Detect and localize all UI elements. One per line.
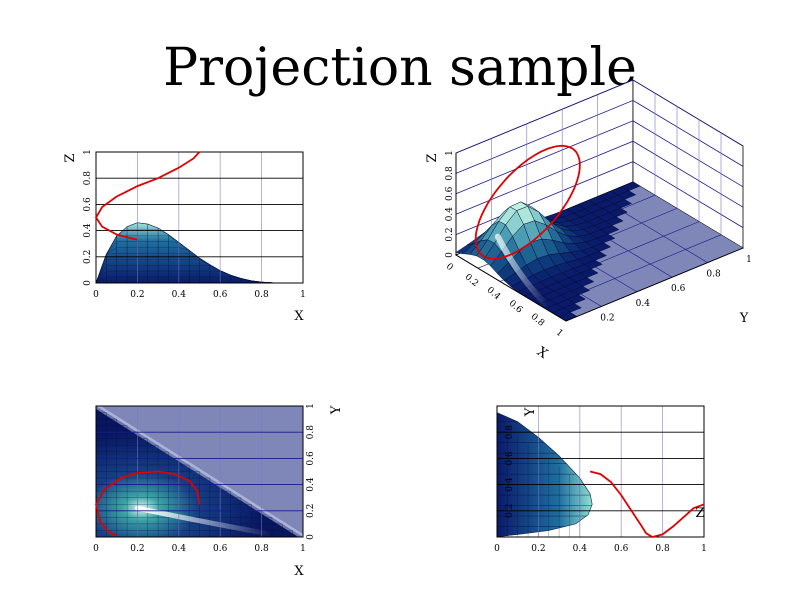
x-tick-label: 0.4 [573,544,588,554]
z-tick-label: 0 [445,252,455,258]
y-tick-label: 0.8 [83,171,93,186]
x-tick-label: 0.4 [485,285,503,302]
page-title: Projection sample [163,38,637,98]
y-axis-label: Y [739,311,749,326]
x-tick-label: 0.4 [172,290,187,300]
y-tick-label: 0.6 [671,284,686,294]
x-tick-label: 0.2 [130,544,144,554]
x-tick-label: 0.6 [614,544,629,554]
plot-frame [496,405,705,538]
z-tick-label: 0.2 [445,227,455,241]
y-tick-label: 1 [746,255,752,265]
z-axis-label: Z [425,153,440,162]
surface-clip-group [497,412,593,537]
xz-projection-panel: 0 0.2 0.4 0.6 0.8 1 0 0.2 0.4 0.6 0.8 1 X Z [63,149,306,324]
surface-projection [497,412,593,537]
z-tick-label: 0.6 [445,186,455,201]
x-tick-label: 1 [300,290,306,300]
y-tick-label: 0.2 [505,504,515,518]
x-tick-label: 0.6 [213,290,228,300]
y-tick-label: 0.8 [306,425,316,440]
wall-z-gridline [455,99,744,174]
x-tick-label: 0.8 [655,544,670,554]
y-tick-label: 0.2 [600,313,614,323]
curve-projection [589,470,705,538]
y-tick-label: 0.2 [306,504,316,518]
x-tick-label: 0 [93,544,99,554]
curve-projection [94,151,201,241]
x-tick-label: 0.8 [254,544,269,554]
x-tick-label: 0.6 [507,299,525,316]
z-axis-label: Z [695,506,704,521]
x-tick-label: 0.8 [254,290,269,300]
z-axis-label: Z [63,153,78,162]
x-tick-label: 1 [701,544,707,554]
wall-z-gridline [455,140,744,215]
wall-z-gridline [455,79,744,154]
3d-surface-panel: 00.20.40.60.8100.20.40.60.810.20.40.60.8… [425,79,752,362]
x-tick-label: 1 [554,328,565,339]
y-tick-label: 1 [83,149,93,155]
curve-projection [95,470,201,537]
y-tick-label: 0.4 [505,477,515,492]
y-tick-label: 0.4 [636,299,651,309]
x-tick-label: 0.2 [463,272,480,289]
z-tick-label: 0.4 [445,207,455,222]
x-tick-label: 0.2 [531,544,545,554]
y-tick-label: 1 [306,403,316,409]
y-tick-label: 0 [83,280,93,286]
y-tick-label: 0.4 [306,477,316,492]
y-axis-label: Y [523,407,538,417]
y-axis-label: Y [329,405,344,415]
x-axis-label: X [294,309,304,324]
y-tick-label: 0.8 [706,270,721,280]
z-tick-label: 0.8 [445,166,455,181]
y-tick-label: 0.8 [505,425,515,440]
x-axis-label: X [534,344,551,362]
y-tick-label: 0.6 [505,451,515,466]
x-tick-label: 0.6 [213,544,228,554]
x-tick-label: 0.2 [130,290,144,300]
y-tick-label: 0.6 [306,451,316,466]
y-tick-label: 0.6 [83,197,93,212]
z-tick-label: 1 [445,150,455,156]
x-axis-label: X [294,564,304,579]
surface-highlight [494,233,551,309]
front-edges [455,153,744,322]
plot-frame [95,405,304,538]
y-tick-label: 0 [306,534,316,540]
y-tick-label: 0.2 [83,250,93,264]
x-tick-label: 0 [93,290,99,300]
surface-mesh-contour [96,229,283,283]
y-tick-label: 0.4 [83,223,93,238]
zero-region [566,182,743,321]
x-tick-label: 1 [300,544,306,554]
x-tick-label: 0.8 [529,312,547,329]
curve-3d [474,144,581,260]
yz-projection-panel: 0 0.2 0.4 0.6 0.8 1 0.2 0.4 0.6 0.8 Z Y [494,405,707,554]
x-tick-label: 0 [444,262,455,274]
x-tick-label: 0 [494,544,500,554]
x-tick-label: 0.4 [172,544,187,554]
